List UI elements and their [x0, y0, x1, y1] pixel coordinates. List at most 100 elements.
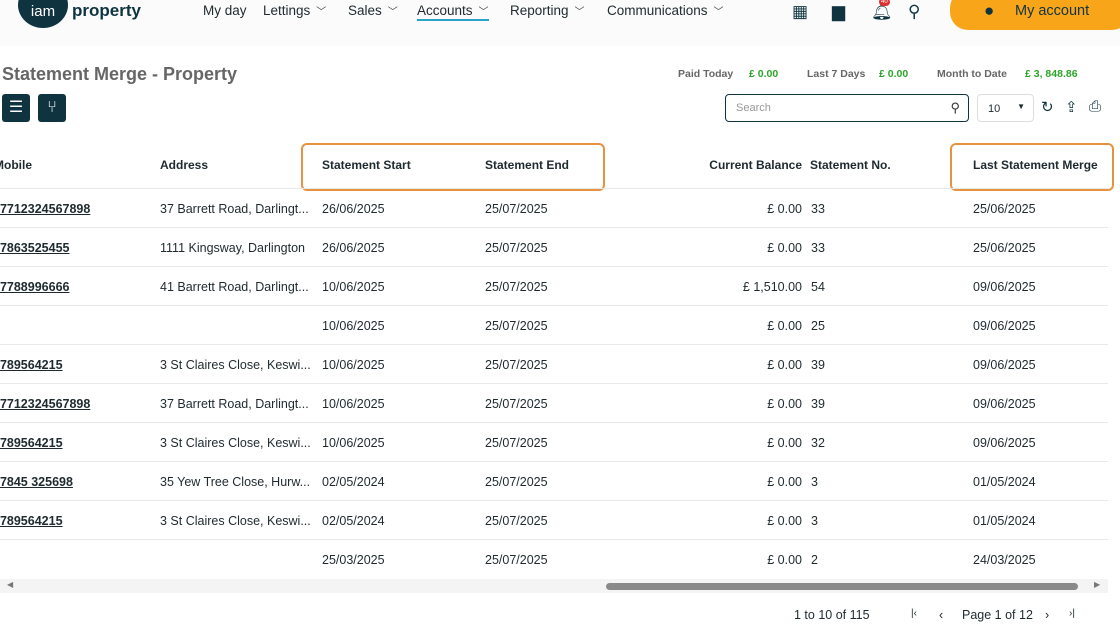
col-current-balance[interactable]: Current Balance — [709, 158, 802, 172]
cell-mobile[interactable]: 07788996666 — [0, 280, 70, 294]
cell-last: 09/06/2025 — [973, 358, 1036, 372]
cell-no: 32 — [811, 436, 825, 450]
chevron-down-icon: ﹀ — [387, 7, 398, 18]
scroll-right-icon[interactable]: ▶ — [1094, 580, 1101, 589]
cell-end: 25/07/2025 — [485, 475, 548, 489]
nav-label: Reporting — [510, 3, 569, 18]
apps-grid-icon[interactable]: ▦ — [792, 2, 809, 21]
last-7-days-value: £ 0.00 — [879, 68, 909, 80]
cell-mobile[interactable]: 0789564215 — [0, 436, 63, 450]
row-divider — [0, 383, 1108, 384]
row-divider — [0, 344, 1108, 345]
cell-no: 33 — [811, 241, 825, 255]
cell-start: 10/06/2025 — [322, 358, 385, 372]
nav-label: My day — [203, 3, 247, 18]
first-page-icon[interactable]: |‹ — [911, 608, 917, 619]
cell-balance: £ 0.00 — [767, 475, 802, 489]
scroll-left-icon[interactable]: ◀ — [7, 580, 14, 589]
calendar-icon[interactable]: ▆ — [832, 2, 846, 21]
cell-balance: £ 0.00 — [767, 358, 802, 372]
print-icon[interactable]: ⎙ — [1089, 98, 1102, 115]
merge-button[interactable]: ⑂ — [38, 94, 66, 122]
cell-start: 02/05/2024 — [322, 514, 385, 528]
bell-icon[interactable]: 🔔︎ 40 — [871, 0, 893, 21]
cell-address: 37 Barrett Road, Darlingt... — [160, 202, 309, 216]
cell-balance: £ 0.00 — [767, 514, 802, 528]
cell-last: 24/03/2025 — [973, 553, 1036, 567]
cell-last: 01/05/2024 — [973, 475, 1036, 489]
row-divider — [0, 461, 1108, 462]
col-statement-end[interactable]: Statement End — [485, 158, 570, 172]
next-page-icon[interactable]: › — [1045, 608, 1050, 622]
row-divider — [0, 500, 1108, 501]
cell-address: 1111 Kingsway, Darlington — [160, 241, 305, 255]
cell-mobile[interactable]: 07712324567898 — [0, 397, 91, 411]
chevron-down-icon: ﹀ — [316, 7, 327, 18]
cell-mobile[interactable]: 07863525455 — [0, 241, 70, 255]
cell-end: 25/07/2025 — [485, 202, 548, 216]
col-mobile[interactable]: Mobile — [0, 158, 32, 172]
page-indicator: Page 1 of 12 — [962, 608, 1033, 622]
search-placeholder: Search — [736, 102, 771, 114]
col-statement-no[interactable]: Statement No. — [810, 158, 891, 172]
search-icon[interactable]: ⚲ — [908, 2, 921, 21]
cell-start: 26/06/2025 — [322, 241, 385, 255]
paid-today-value: £ 0.00 — [749, 68, 779, 80]
col-statement-start[interactable]: Statement Start — [322, 158, 411, 172]
prev-page-icon[interactable]: ‹ — [939, 608, 944, 622]
cell-address: 3 St Claires Close, Keswi... — [160, 514, 311, 528]
cell-end: 25/07/2025 — [485, 241, 548, 255]
nav-item-my-day[interactable]: My day — [203, 3, 247, 18]
export-icon[interactable]: ⇪ — [1065, 99, 1078, 116]
cell-last: 09/06/2025 — [973, 397, 1036, 411]
nav-item-reporting[interactable]: Reporting ﹀ — [510, 3, 585, 18]
cell-address: 37 Barrett Road, Darlingt... — [160, 397, 309, 411]
cell-balance: £ 0.00 — [767, 319, 802, 333]
my-account-label: My account — [1015, 3, 1090, 19]
highlight-statement-dates — [301, 143, 605, 191]
my-account-button[interactable]: ● My account — [950, 0, 1120, 30]
col-address[interactable]: Address — [160, 158, 209, 172]
header-divider — [0, 188, 1108, 189]
cell-start: 10/06/2025 — [322, 319, 385, 333]
cell-mobile[interactable]: 0789564215 — [0, 514, 63, 528]
cell-end: 25/07/2025 — [485, 358, 548, 372]
page-size-select[interactable]: 10 ▼ — [977, 94, 1034, 122]
last-page-icon[interactable]: ›| — [1069, 608, 1075, 619]
refresh-icon[interactable]: ↻ — [1041, 99, 1054, 116]
cell-balance: £ 0.00 — [767, 397, 802, 411]
cell-start: 10/06/2025 — [322, 397, 385, 411]
chevron-down-icon: ﹀ — [713, 7, 724, 18]
search-input[interactable]: Search ⚲ — [725, 94, 969, 122]
col-last-statement-merge[interactable]: Last Statement Merge — [973, 158, 1098, 172]
nav-item-accounts[interactable]: Accounts ﹀ — [417, 3, 489, 21]
cell-balance: £ 0.00 — [767, 241, 802, 255]
cell-address: 35 Yew Tree Close, Hurw... — [160, 475, 311, 489]
cell-last: 09/06/2025 — [973, 280, 1036, 294]
cell-balance: £ 0.00 — [767, 436, 802, 450]
cell-balance: £ 0.00 — [767, 553, 802, 567]
filter-button[interactable]: ☰ — [2, 94, 30, 122]
nav-item-sales[interactable]: Sales ﹀ — [348, 3, 398, 18]
highlight-last-merge — [950, 143, 1114, 191]
cell-mobile[interactable]: 07845 325698 — [0, 475, 73, 489]
cell-mobile[interactable]: 0789564215 — [0, 358, 63, 372]
cell-end: 25/07/2025 — [485, 319, 548, 333]
cell-end: 25/07/2025 — [485, 553, 548, 567]
cell-mobile[interactable]: 07712324567898 — [0, 202, 91, 216]
nav-item-lettings[interactable]: Lettings ﹀ — [263, 3, 326, 18]
cell-end: 25/07/2025 — [485, 280, 548, 294]
cell-start: 10/06/2025 — [322, 280, 385, 294]
notification-badge: 40 — [879, 0, 890, 6]
logo[interactable]: iam — [18, 0, 68, 28]
month-to-date-label: Month to Date — [937, 68, 1007, 80]
row-divider — [0, 227, 1108, 228]
cell-no: 39 — [811, 358, 825, 372]
chevron-down-icon: ﹀ — [574, 7, 585, 18]
logo-brand: property — [72, 1, 141, 20]
cell-no: 25 — [811, 319, 825, 333]
cell-last: 09/06/2025 — [973, 436, 1036, 450]
nav-item-communications[interactable]: Communications ﹀ — [607, 3, 724, 18]
scrollbar-thumb[interactable] — [606, 583, 1078, 590]
row-divider — [0, 422, 1108, 423]
